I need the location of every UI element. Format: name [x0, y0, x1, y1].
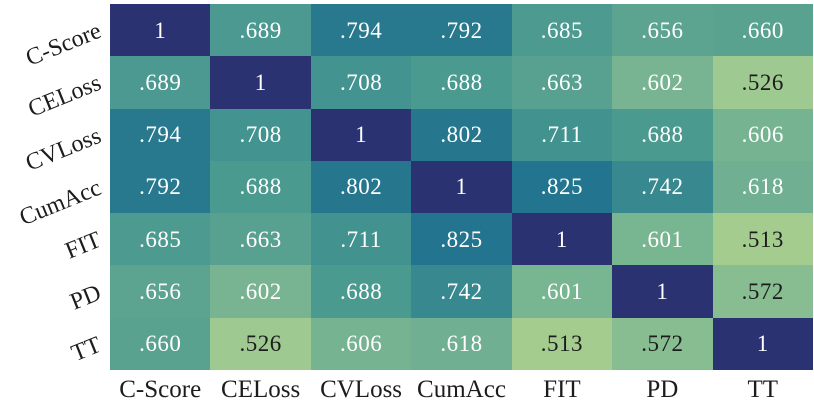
heatmap-cell-FIT-CumAcc: .825 [411, 213, 512, 266]
heatmap-cell-PD-FIT: .601 [511, 265, 613, 318]
heatmap-cell-TT-CumAcc: .618 [411, 317, 512, 370]
heatmap-cell-CVLoss-FIT: .711 [511, 108, 613, 161]
heatmap-cell-CELoss-PD: .602 [612, 56, 713, 109]
heatmap-grid: 1.689.794.792.685.656.660.689 1.708.688.6… [110, 4, 813, 370]
heatmap-cell-C-Score-CVLoss: .794 [310, 4, 412, 57]
heatmap-cell-PD-CumAcc: .742 [411, 265, 512, 318]
heatmap-cell-CumAcc-C-Score: .792 [110, 160, 211, 214]
heatmap-cell-CVLoss-CVLoss: 1 [310, 108, 412, 161]
heatmap-cell-CELoss-FIT: .663 [511, 56, 613, 109]
heatmap-cell-C-Score-C-Score: 1 [110, 4, 211, 57]
heatmap-cell-TT-TT: 1 [712, 317, 813, 370]
heatmap-cell-CELoss-TT: .526 [712, 56, 813, 109]
heatmap-cell-CVLoss-CELoss: .708 [210, 108, 311, 161]
heatmap-cell-CumAcc-PD: .742 [612, 160, 713, 214]
heatmap-cell-C-Score-CumAcc: .792 [411, 4, 512, 57]
x-tick-label-TT: TT [747, 376, 779, 403]
heatmap-cell-FIT-PD: .601 [612, 213, 713, 266]
heatmap-cell-CVLoss-TT: .606 [712, 108, 813, 161]
heatmap-cell-CELoss-CumAcc: .688 [411, 56, 512, 109]
x-tick-label-CVLoss: CVLoss [320, 376, 403, 403]
heatmap-cell-C-Score-TT: .660 [712, 4, 813, 57]
x-tick-label-PD: PD [646, 376, 679, 403]
heatmap-cell-CumAcc-CVLoss: .802 [310, 160, 412, 214]
heatmap-cell-TT-C-Score: .660 [110, 317, 211, 370]
heatmap-cell-TT-CVLoss: .606 [310, 317, 412, 370]
heatmap-cell-CumAcc-CELoss: .688 [210, 160, 311, 214]
heatmap-cell-CumAcc-CumAcc: 1 [411, 160, 512, 214]
heatmap-cell-FIT-C-Score: .685 [110, 213, 211, 266]
heatmap-cell-FIT-TT: .513 [712, 213, 813, 266]
x-tick-label-CELoss: CELoss [221, 376, 301, 403]
heatmap-cell-CumAcc-TT: .618 [712, 160, 813, 214]
heatmap-cell-CELoss-CVLoss: .708 [310, 56, 412, 109]
heatmap-cell-C-Score-PD: .656 [612, 4, 713, 57]
heatmap-cell-TT-PD: .572 [612, 317, 713, 370]
heatmap-cell-PD-CELoss: .602 [210, 265, 311, 318]
heatmap-cell-CELoss-CELoss: 1 [210, 56, 311, 109]
heatmap-cell-CVLoss-PD: .688 [612, 108, 713, 161]
heatmap-cell-PD-PD: 1 [612, 265, 713, 318]
heatmap-cell-C-Score-FIT: .685 [511, 4, 613, 57]
heatmap-cell-CELoss-C-Score: .689 [110, 56, 211, 109]
x-tick-label-CumAcc: CumAcc [417, 376, 506, 403]
heatmap-cell-PD-C-Score: .656 [110, 265, 211, 318]
heatmap-cell-TT-CELoss: .526 [210, 317, 311, 370]
heatmap-cell-FIT-CELoss: .663 [210, 213, 311, 266]
heatmap-cell-C-Score-CELoss: .689 [210, 4, 311, 57]
heatmap-cell-CVLoss-C-Score: .794 [110, 108, 211, 161]
heatmap-cell-PD-CVLoss: .688 [310, 265, 412, 318]
heatmap-cell-PD-TT: .572 [712, 265, 813, 318]
x-tick-label-C-Score: C-Score [119, 376, 202, 403]
x-axis-tick-labels: C-Score CELoss CVLoss CumAcc FIT PD TT [110, 376, 813, 404]
x-tick-label-FIT: FIT [543, 376, 581, 403]
heatmap-cell-TT-FIT: .513 [511, 317, 613, 370]
heatmap-cell-FIT-CVLoss: .711 [310, 213, 412, 266]
y-axis-tick-labels: C-Score CELoss CVLoss CumAcc FIT PD TT [0, 0, 106, 370]
heatmap-cell-FIT-FIT: 1 [511, 213, 613, 266]
heatmap-cell-CumAcc-FIT: .825 [511, 160, 613, 214]
heatmap-cell-CVLoss-CumAcc: .802 [411, 108, 512, 161]
